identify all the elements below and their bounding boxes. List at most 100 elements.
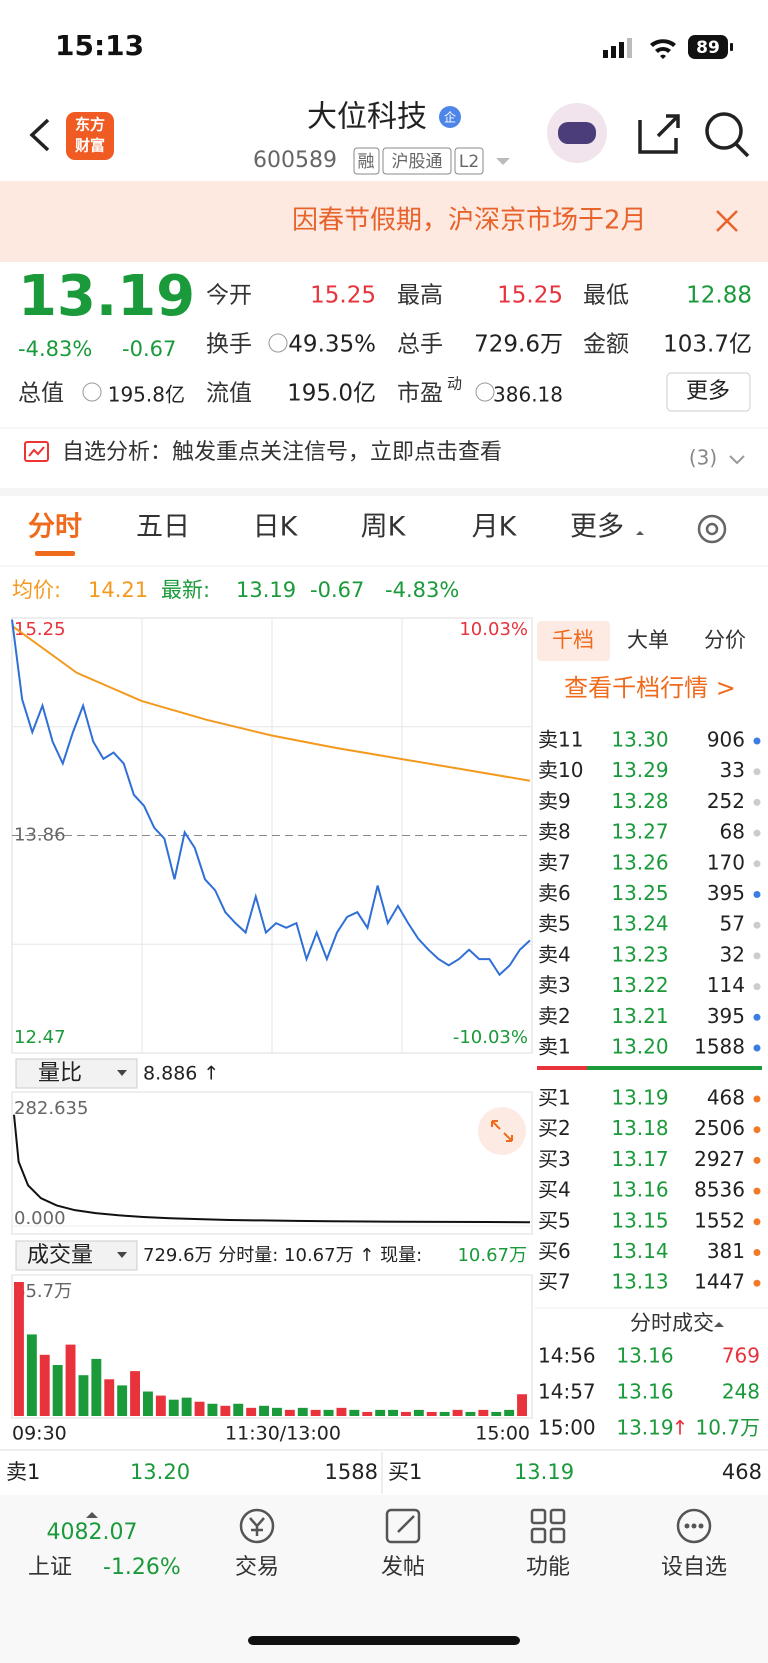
- book-qty: 68: [720, 820, 745, 844]
- divider: [0, 488, 768, 496]
- book-dot: [753, 829, 761, 837]
- ratio-select[interactable]: [15, 1058, 138, 1089]
- book-tab[interactable]: 千档: [552, 628, 594, 652]
- time-label: 09:30: [12, 1423, 67, 1445]
- book-qty: 252: [707, 789, 745, 813]
- search-handle: [734, 142, 750, 158]
- stat-value: 195.8亿: [108, 383, 185, 407]
- tab-item[interactable]: 交易: [235, 1555, 279, 1580]
- volume-bar: [181, 1397, 192, 1416]
- dropdown[interactable]: [496, 158, 510, 165]
- select-arrow: [117, 1070, 127, 1258]
- book-price: 13.28: [611, 789, 668, 813]
- logo-text: 东方: [75, 116, 105, 134]
- trade-volume: 248: [722, 1380, 760, 1404]
- search-button[interactable]: [705, 112, 743, 150]
- book-level: 卖2: [538, 1004, 571, 1028]
- volume-bar: [143, 1391, 153, 1416]
- stat-value: 103.7亿: [663, 332, 752, 358]
- index-value: 4082.07: [47, 1520, 138, 1545]
- change: -0.67: [122, 337, 176, 361]
- volume-bar: [272, 1407, 282, 1416]
- book-tab[interactable]: 大单: [627, 628, 669, 652]
- tab[interactable]: 月K: [472, 512, 518, 543]
- book-tab[interactable]: 分价: [704, 628, 746, 652]
- stat-label: 总值: [18, 381, 64, 407]
- close-banner[interactable]: [716, 210, 738, 232]
- trades-toggle[interactable]: [714, 1322, 724, 1327]
- tab-bar-bg: [0, 1495, 768, 1663]
- book-level: 买3: [538, 1147, 571, 1171]
- share-button[interactable]: [638, 114, 680, 154]
- tab[interactable]: 日K: [253, 512, 299, 543]
- level1-qty: 468: [722, 1460, 762, 1484]
- expand-chart[interactable]: [478, 1107, 526, 1155]
- tab[interactable]: 五日: [136, 512, 190, 543]
- book-link[interactable]: 查看千档行情 >: [564, 674, 736, 702]
- book-dot: [753, 1249, 761, 1256]
- book-dot: [753, 1126, 761, 1134]
- axis-label: 10.03%: [459, 619, 528, 640]
- volume-bar: [413, 1409, 424, 1416]
- last-pct: -4.83%: [385, 578, 459, 602]
- avg-value: 14.21: [88, 578, 148, 602]
- tab[interactable]: 分时: [28, 512, 82, 543]
- volume-summary: 729.6万 分时量: 10.67万 ↑ 现量:: [143, 1245, 422, 1266]
- settings-core: [705, 522, 719, 536]
- info-icon[interactable]: [475, 382, 495, 402]
- index-pct: -1.26%: [103, 1555, 181, 1580]
- tab-item[interactable]: 设自选: [661, 1555, 727, 1580]
- more-button[interactable]: [666, 372, 751, 412]
- tab[interactable]: 周K: [361, 512, 407, 543]
- book-price: 13.22: [611, 973, 668, 997]
- book-dot: [753, 983, 761, 991]
- book-price: 13.30: [611, 728, 668, 752]
- book-dot: [753, 798, 761, 806]
- info-icon[interactable]: [268, 333, 288, 353]
- book-level: 卖1: [538, 1035, 571, 1059]
- book-price: 13.29: [611, 758, 668, 782]
- volume-select[interactable]: [15, 1240, 138, 1271]
- book-level: 卖8: [538, 820, 571, 844]
- axis-label: 15.25: [14, 619, 66, 640]
- volume-bar: [465, 1411, 476, 1416]
- volume-select-text: 成交量: [27, 1243, 93, 1268]
- back-button[interactable]: [29, 118, 50, 152]
- stat-value: 15.25: [310, 283, 376, 309]
- price: 13.19: [18, 264, 195, 329]
- book-qty: 57: [720, 912, 745, 936]
- settings[interactable]: [697, 514, 727, 544]
- volume-bar: [155, 1395, 166, 1416]
- book-level: 买6: [538, 1239, 571, 1263]
- more-button-text[interactable]: 更多: [686, 379, 730, 404]
- analysis-text[interactable]: 自选分析：触发重点关注信号，立即点击查看: [62, 440, 502, 465]
- volume-bar: [284, 1409, 295, 1416]
- tab-item[interactable]: 功能: [526, 1555, 570, 1580]
- expand[interactable]: [729, 455, 745, 465]
- time-label: 15:00: [475, 1423, 530, 1445]
- book-price: 13.15: [611, 1208, 668, 1232]
- logo[interactable]: [66, 112, 114, 160]
- info-icon[interactable]: [82, 382, 102, 402]
- volume-bar: [401, 1411, 411, 1416]
- assistant-face: [558, 122, 596, 144]
- book-dot: [753, 921, 761, 929]
- book-price: 13.20: [611, 1035, 668, 1059]
- logo-text: 财富: [75, 137, 105, 155]
- tab-item[interactable]: 发帖: [381, 1555, 425, 1580]
- stat-label: 金额: [583, 332, 629, 358]
- volume-bar: [117, 1385, 128, 1416]
- tab[interactable]: 更多: [570, 512, 624, 543]
- volume-current: 10.67万: [457, 1245, 527, 1266]
- book-qty: 114: [707, 973, 745, 997]
- tag: 融: [358, 152, 375, 172]
- volume-bar: [78, 1375, 89, 1416]
- volume-bar: [336, 1407, 347, 1416]
- book-qty: 1588: [694, 1035, 745, 1059]
- level1-label: 卖1: [6, 1460, 40, 1484]
- tag: L2: [459, 152, 479, 172]
- stat-label: 今开: [206, 283, 252, 309]
- book-dot: [753, 860, 761, 868]
- level1-label: 买1: [388, 1460, 422, 1484]
